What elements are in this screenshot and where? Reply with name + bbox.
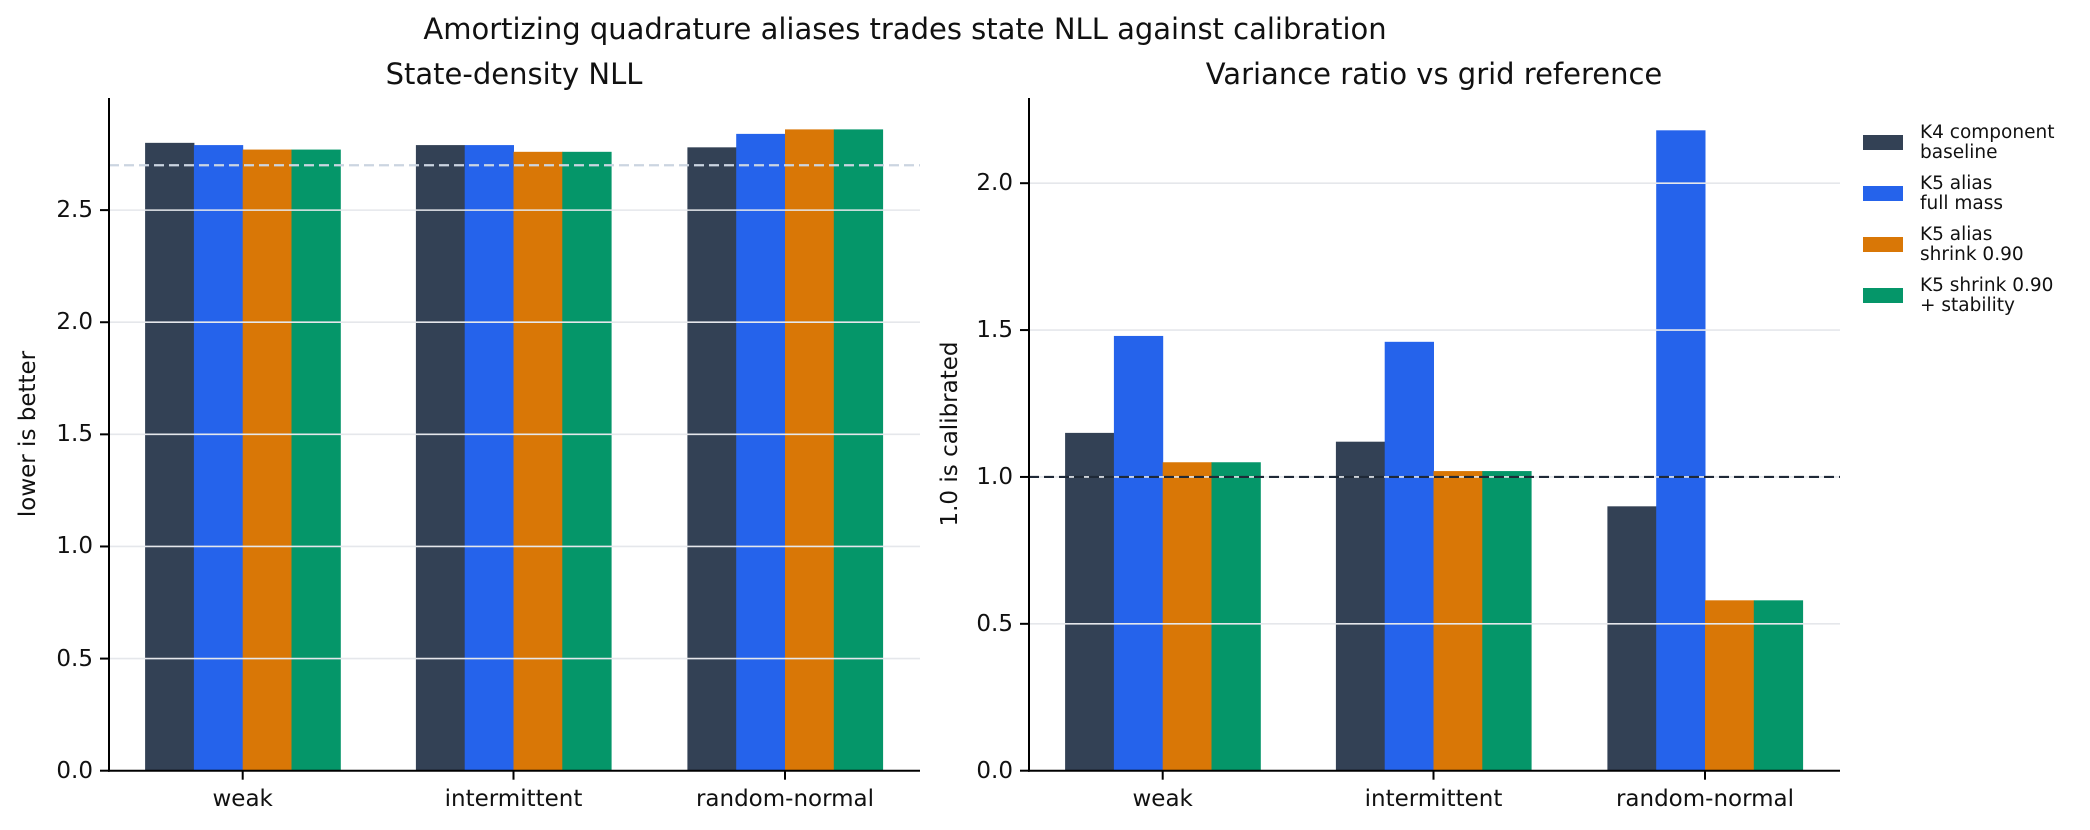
left-ytick-label: 2.0 <box>56 309 93 336</box>
right-ytick-label: 0.0 <box>976 757 1013 784</box>
right-xtick-label-weak: weak <box>1132 785 1193 812</box>
legend-label: K5 alias full mass <box>1920 172 2004 214</box>
left-bar-intermittent-2 <box>513 151 563 771</box>
left-bar-intermittent-0 <box>415 145 466 771</box>
left-bar-intermittent-1 <box>464 145 514 771</box>
left-ytick-label: 0.0 <box>56 757 93 784</box>
right-bar-intermittent-2 <box>1433 471 1483 771</box>
left-bar-intermittent-3 <box>562 151 612 771</box>
right-ytick-label: 0.5 <box>976 610 1013 637</box>
left-ytick-label: 1.0 <box>56 533 93 560</box>
right-xtick-label-intermittent: intermittent <box>1364 785 1503 812</box>
legend-item-k5-full-mass: K5 alias full mass <box>1863 168 2054 219</box>
left-bar-weak-1 <box>193 145 244 771</box>
right-bar-intermittent-3 <box>1482 471 1532 771</box>
left-chart-ylabel: lower is better <box>15 350 41 518</box>
right-chart-ylabel: 1.0 is calibrated <box>937 341 963 527</box>
legend-swatch <box>1863 237 1903 252</box>
left-ytick-label: 0.5 <box>56 645 93 672</box>
legend-label: K5 shrink 0.90 + stability <box>1920 274 2054 316</box>
left-xtick-label-weak: weak <box>212 785 273 812</box>
right-bar-weak-1 <box>1113 335 1164 771</box>
left-bar-random-normal-2 <box>785 129 835 771</box>
right-xtick-label-random-normal: random-normal <box>1615 785 1795 812</box>
legend-item-k5-shrink: K5 alias shrink 0.90 <box>1863 219 2054 270</box>
right-bar-weak-3 <box>1211 462 1261 771</box>
left-bar-random-normal-3 <box>833 129 884 771</box>
right-bar-random-normal-1 <box>1656 130 1706 771</box>
right-bar-random-normal-0 <box>1607 506 1657 771</box>
left-bar-weak-3 <box>291 149 341 771</box>
right-bar-intermittent-0 <box>1335 441 1386 771</box>
left-xtick-label-intermittent: intermittent <box>444 785 583 812</box>
right-bar-random-normal-2 <box>1705 600 1755 771</box>
legend-item-k4-baseline: K4 component baseline <box>1863 117 2054 168</box>
right-ytick-label: 1.5 <box>976 317 1013 344</box>
right-bar-intermittent-1 <box>1384 341 1434 771</box>
left-chart-title: State-density NLL <box>385 57 643 91</box>
chart-legend: K4 component baseline K5 alias full mass… <box>1863 117 2054 321</box>
right-ytick-label: 1.0 <box>976 463 1013 490</box>
left-xtick-label-random-normal: random-normal <box>695 785 875 812</box>
figure-suptitle: Amortizing quadrature aliases trades sta… <box>423 12 1387 46</box>
right-ytick-label: 2.0 <box>976 170 1013 197</box>
legend-label: K5 alias shrink 0.90 <box>1920 223 2024 265</box>
right-bar-weak-0 <box>1065 432 1115 771</box>
left-bar-random-normal-0 <box>687 147 737 771</box>
left-bar-random-normal-1 <box>736 133 786 771</box>
legend-swatch <box>1863 135 1903 150</box>
right-chart-title: Variance ratio vs grid reference <box>1205 57 1663 91</box>
left-ytick-label: 1.5 <box>56 421 93 448</box>
left-bar-weak-2 <box>242 149 292 771</box>
legend-item-k5-shrink-stability: K5 shrink 0.90 + stability <box>1863 270 2054 321</box>
legend-swatch <box>1863 186 1903 201</box>
legend-label: K4 component baseline <box>1920 121 2055 163</box>
right-bar-random-normal-3 <box>1753 600 1804 771</box>
left-ytick-label: 2.5 <box>56 197 93 224</box>
left-bar-weak-0 <box>145 142 195 771</box>
right-bar-weak-2 <box>1162 462 1212 771</box>
legend-swatch <box>1863 288 1903 303</box>
